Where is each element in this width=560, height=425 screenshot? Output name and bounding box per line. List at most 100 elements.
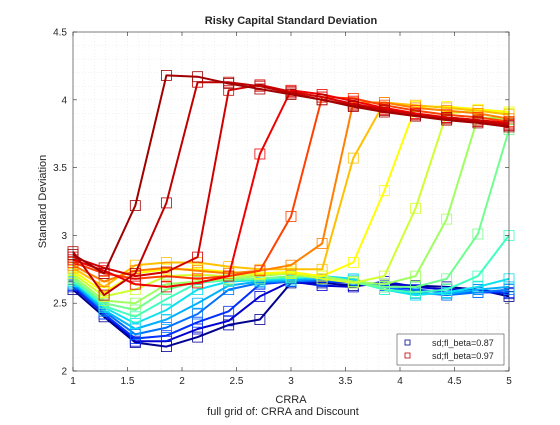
data-point bbox=[378, 270, 390, 282]
data-point bbox=[378, 278, 390, 290]
data-point bbox=[441, 213, 453, 225]
data-point bbox=[441, 284, 453, 296]
data-point bbox=[129, 297, 141, 309]
data-point bbox=[98, 289, 110, 301]
y-tick-label: 2.5 bbox=[53, 299, 67, 310]
data-point bbox=[472, 117, 484, 129]
data-point bbox=[129, 200, 141, 212]
series-line bbox=[72, 129, 510, 311]
series-line bbox=[72, 101, 510, 288]
data-point bbox=[472, 281, 484, 293]
data-point bbox=[347, 277, 359, 289]
data-point bbox=[192, 308, 204, 320]
x-tick-label: 3.5 bbox=[339, 376, 353, 387]
y-tick-label: 2 bbox=[61, 367, 67, 378]
series-line bbox=[72, 83, 510, 278]
data-point bbox=[223, 84, 235, 96]
data-point bbox=[441, 114, 453, 126]
data-point bbox=[410, 270, 422, 282]
data-point bbox=[347, 152, 359, 164]
series-15 bbox=[67, 79, 515, 282]
data-point bbox=[192, 71, 204, 83]
y-tick-label: 4.5 bbox=[53, 28, 67, 39]
data-point bbox=[441, 273, 453, 285]
data-point bbox=[254, 290, 266, 302]
series-line bbox=[72, 101, 510, 283]
series-line bbox=[72, 281, 510, 348]
series-layer bbox=[67, 70, 515, 353]
data-point bbox=[223, 305, 235, 317]
data-point bbox=[98, 267, 110, 279]
data-point bbox=[285, 210, 297, 222]
data-point bbox=[285, 259, 297, 271]
data-point bbox=[192, 265, 204, 277]
data-point bbox=[160, 70, 172, 81]
data-point bbox=[192, 277, 204, 289]
chart-title: Risky Capital Standard Deviation bbox=[205, 15, 378, 27]
x-tick-label: 1.5 bbox=[121, 376, 135, 387]
x-tick-label: 3 bbox=[288, 376, 294, 387]
ticks: 1 1.5 2 2.5 3 3.5 4 4.5 5 2 2.5 3 3.5 4 4.5 bbox=[53, 28, 512, 388]
data-point bbox=[160, 266, 172, 278]
data-point bbox=[129, 318, 141, 329]
x-axis-label: CRRA bbox=[275, 394, 307, 406]
data-point bbox=[378, 106, 390, 118]
data-point bbox=[192, 297, 204, 309]
data-point bbox=[192, 323, 204, 335]
data-point bbox=[410, 281, 422, 293]
x-tick-label: 4.5 bbox=[448, 376, 462, 387]
data-point bbox=[160, 314, 172, 325]
y-tick-label: 3 bbox=[61, 231, 67, 242]
data-point bbox=[192, 251, 204, 263]
x-tick-label: 2.5 bbox=[230, 376, 244, 387]
data-point bbox=[347, 257, 359, 268]
series-line bbox=[72, 74, 510, 275]
data-point bbox=[160, 293, 172, 305]
data-point bbox=[129, 311, 141, 323]
data-point bbox=[129, 278, 141, 290]
data-point bbox=[316, 270, 328, 282]
data-point bbox=[254, 83, 266, 95]
legend-marker-1 bbox=[404, 352, 411, 359]
series-line bbox=[72, 96, 510, 280]
data-point bbox=[316, 238, 328, 249]
data-point bbox=[192, 284, 204, 296]
x-tick-label: 5 bbox=[506, 376, 512, 387]
data-point bbox=[410, 202, 422, 214]
data-point bbox=[129, 267, 141, 279]
y-tick-label: 4 bbox=[61, 95, 67, 106]
data-point bbox=[192, 331, 204, 343]
x-tick-label: 1 bbox=[70, 376, 76, 387]
data-point bbox=[316, 263, 328, 275]
legend: sd;fl_beta=0.87 sd;fl_beta=0.97 bbox=[396, 333, 505, 366]
data-point bbox=[98, 276, 110, 287]
data-point bbox=[472, 270, 484, 282]
y-tick-label: 3.5 bbox=[53, 163, 67, 174]
data-point bbox=[410, 110, 422, 122]
data-point bbox=[472, 228, 484, 240]
data-point bbox=[285, 89, 297, 100]
data-point bbox=[347, 101, 359, 112]
legend-label-1: sd;fl_beta=0.97 bbox=[432, 351, 494, 361]
data-point bbox=[254, 314, 266, 325]
x-tick-label: 2 bbox=[179, 376, 185, 387]
data-point bbox=[378, 185, 390, 197]
data-point bbox=[316, 94, 328, 106]
legend-box bbox=[396, 333, 505, 366]
data-point bbox=[223, 270, 235, 282]
data-point bbox=[160, 322, 172, 334]
legend-marker-0 bbox=[404, 339, 411, 346]
data-point bbox=[160, 281, 172, 293]
data-point bbox=[223, 261, 235, 273]
data-point bbox=[254, 265, 266, 277]
x-tick-label: 4 bbox=[397, 376, 403, 387]
data-point bbox=[160, 197, 172, 209]
data-point bbox=[223, 315, 235, 327]
figure-caption: full grid of: CRRA and Discount bbox=[207, 406, 359, 418]
data-point bbox=[254, 148, 266, 160]
series-17 bbox=[67, 70, 515, 279]
legend-label-0: sd;fl_beta=0.87 bbox=[432, 338, 494, 348]
data-point bbox=[223, 78, 235, 89]
